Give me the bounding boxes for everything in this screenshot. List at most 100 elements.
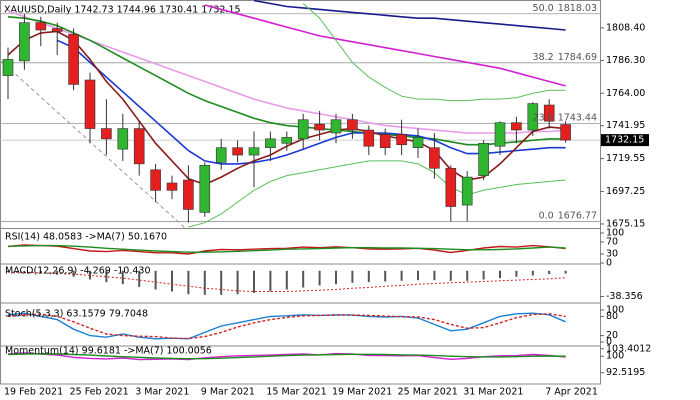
macd-bar [171, 270, 173, 292]
candle-body [314, 123, 325, 131]
candle-body [412, 137, 424, 148]
chart-title: XAUUSD,Daily 1742.73 1744.96 1730.41 173… [4, 5, 241, 16]
candle-body [2, 59, 14, 76]
macd-plot [7, 270, 567, 295]
macd-bar [367, 270, 370, 283]
candle-body [150, 169, 161, 191]
candle-body [183, 179, 194, 210]
macd-bar [318, 270, 321, 286]
candle-body [363, 129, 375, 147]
y-tick-label: 1675.15 [606, 218, 645, 229]
fib-price: 1676.77 [558, 210, 597, 221]
candle-body [494, 122, 506, 147]
last-price-label: 1732.15 [605, 135, 644, 146]
candle-body [281, 137, 293, 144]
x-tick-label: 15 Mar 2021 [266, 387, 326, 398]
candle-body [560, 124, 571, 141]
fib-label: 38.2 1784.69 [533, 51, 597, 62]
macd-bar [39, 270, 42, 274]
candle-body [445, 167, 457, 207]
candle-body [379, 134, 391, 148]
price-plot [0, 0, 600, 228]
indicator-label: MACD(12,26,9) -4.269 -10.430 [5, 266, 150, 277]
candle-body [396, 134, 407, 146]
candle-body [68, 34, 79, 85]
moving-average [253, 0, 566, 31]
candle-body [527, 103, 539, 131]
candle-body [429, 147, 440, 169]
macd-bar [121, 270, 124, 285]
fib-level: 23.6 [533, 112, 554, 123]
indicator-line [7, 312, 566, 340]
macd-bar [384, 270, 387, 282]
candle-body [478, 142, 489, 176]
candle-body [511, 122, 522, 131]
macd-bar [466, 270, 469, 281]
macd-bar [417, 270, 419, 281]
y-tick-label: 1764.00 [606, 88, 645, 99]
macd-signal [7, 271, 566, 292]
fib-level: 0.0 [539, 210, 554, 221]
candle-body [19, 22, 30, 62]
y-tick-label: 103.4012 [606, 343, 651, 354]
fib-price: 1818.03 [558, 2, 597, 13]
macd-bar [89, 270, 91, 280]
candle-body [199, 165, 211, 213]
indicator-label: RSI(14) 48.0583 ->MA(7) 50.1670 [5, 232, 167, 243]
macd-bar [269, 270, 272, 292]
fib-level: 38.2 [533, 51, 554, 62]
candle-body [347, 119, 358, 131]
macd-bar [203, 270, 206, 295]
moving-average [7, 16, 566, 146]
macd-bar [56, 270, 59, 275]
candle-body [35, 22, 47, 31]
candle-body [101, 128, 112, 140]
momentum-panel-frame [0, 345, 601, 385]
macd-bar [482, 270, 485, 280]
y-tick-label: 100 [606, 305, 624, 316]
x-tick-label: 19 Mar 2021 [332, 387, 392, 398]
macd-bar [187, 270, 190, 295]
candle-body [330, 119, 342, 134]
moving-average [7, 10, 566, 134]
indicator-label: Stoch(5,3,3) 63.1579 79.7048 [5, 309, 148, 320]
indicator-line [7, 244, 566, 253]
moving-average [204, 4, 566, 87]
macd-bar [564, 270, 567, 274]
indicator-plot [7, 352, 566, 361]
macd-bar [285, 270, 288, 290]
moving-average [188, 160, 566, 228]
indicator-line [7, 313, 566, 340]
indicator-label: Momentum(14) 99.6181 ->MA(7) 100.0056 [5, 346, 212, 357]
y-tick-label: 1786.30 [606, 55, 645, 66]
macd-bar [253, 270, 255, 293]
candle-body [133, 128, 145, 165]
candle-body [215, 147, 227, 163]
candle-body [84, 79, 96, 129]
candle-body [297, 119, 309, 140]
candle-body [248, 147, 260, 156]
macd-bar [220, 270, 223, 295]
indicator-line [7, 352, 566, 361]
y-tick-label: 1719.55 [606, 153, 645, 164]
candle-body [117, 128, 129, 150]
x-tick-label: 25 Feb 2021 [70, 387, 129, 398]
x-tick-label: 25 Mar 2021 [398, 387, 458, 398]
macd-bar [138, 270, 141, 287]
y-tick-label: 30 [606, 249, 618, 260]
y-tick-label: 0 [606, 258, 612, 269]
macd-bar [236, 270, 239, 295]
y-tick-label: 20 [606, 330, 618, 341]
x-tick-label: 3 Mar 2021 [135, 387, 189, 398]
indicator-plot [7, 312, 566, 340]
moving-average [302, 3, 566, 102]
fib-label: 23.6 1743.44 [533, 112, 597, 123]
y-tick-label: 92.5195 [606, 367, 645, 378]
y-tick-label: 0 [606, 337, 612, 348]
fib-price: 1784.69 [558, 51, 597, 62]
candle-body [166, 182, 178, 191]
macd-bar [302, 270, 305, 288]
candle-body [51, 28, 63, 32]
